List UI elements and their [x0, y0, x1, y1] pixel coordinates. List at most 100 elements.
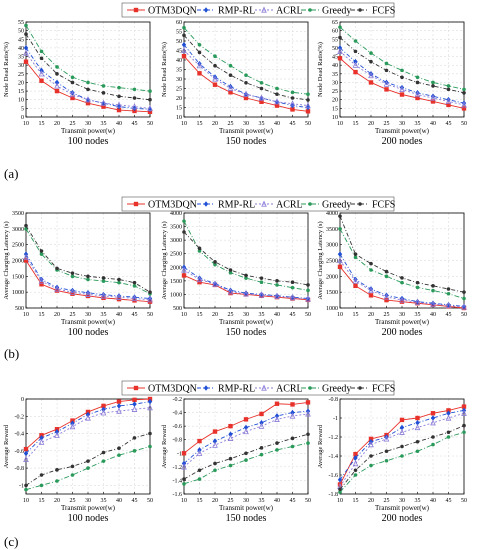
data-point [415, 75, 420, 80]
data-point [415, 298, 420, 305]
series-ACRL [181, 46, 311, 109]
data-point [70, 75, 75, 80]
series-line [183, 442, 309, 485]
data-point [462, 91, 466, 95]
x-tick-label: 30 [399, 498, 405, 504]
data-point [275, 283, 279, 287]
y-tick-label: 1000 [170, 292, 182, 298]
y-axis-label: Average Reward [3, 424, 10, 468]
x-tick-label: 10 [23, 312, 29, 318]
data-point [461, 303, 467, 310]
data-point [85, 414, 91, 421]
data-point [85, 96, 91, 103]
y-tick-label: 20 [176, 96, 182, 102]
data-point [181, 42, 187, 48]
data-point [368, 80, 374, 85]
y-tick-label: 0 [21, 397, 24, 403]
legend-swatch-marker [133, 385, 139, 391]
data-point [55, 65, 59, 69]
data-point [338, 490, 342, 494]
series-line [25, 33, 151, 101]
data-point [383, 293, 390, 300]
data-point [212, 280, 218, 287]
data-point [23, 59, 29, 64]
x-tick-label: 10 [181, 312, 187, 318]
data-point [117, 94, 121, 99]
y-tick-label: 45 [332, 55, 338, 61]
y-tick-label: -0.6 [15, 449, 25, 455]
data-point [431, 288, 435, 293]
legend-swatch-marker [133, 7, 139, 13]
data-point [415, 419, 420, 426]
data-point [305, 410, 311, 417]
y-tick-label: -0.8 [15, 466, 25, 472]
data-point [337, 264, 343, 270]
data-point [462, 87, 466, 92]
data-point [400, 68, 404, 73]
data-point [446, 408, 451, 413]
y-tick-label: 2000 [12, 259, 24, 265]
data-point [132, 87, 137, 92]
x-tick-label: 25 [70, 312, 76, 318]
y-tick-label: 5 [21, 106, 24, 112]
series-OTM3DQN [337, 264, 467, 311]
data-point [415, 415, 420, 421]
data-point [414, 298, 421, 305]
x-axis-label: Transmit power(w) [219, 318, 274, 326]
data-point [352, 460, 359, 467]
x-tick-label: 25 [384, 312, 390, 318]
data-point [244, 81, 248, 85]
y-tick-label: 2500 [326, 259, 338, 265]
data-point [259, 280, 264, 285]
data-point [228, 63, 233, 68]
data-point [55, 468, 59, 472]
series-FCFS [182, 230, 310, 287]
data-point [290, 436, 295, 441]
data-point [227, 84, 234, 92]
data-point [197, 280, 202, 285]
series-line [183, 269, 309, 300]
y-tick-label: -0.8 [173, 438, 183, 444]
data-point [258, 422, 265, 429]
series-Greedy [182, 25, 310, 96]
chart-panel-0: 10 15 20 25 30 35 40 45 50 0 5 10 15 20 25 30 35 40 45 50 55… [3, 20, 153, 147]
data-point [116, 399, 122, 404]
x-tick-label: 20 [54, 312, 60, 318]
x-axis-label: Transmit power(w) [219, 127, 274, 135]
data-point [430, 415, 436, 421]
data-point [290, 90, 295, 95]
panel-label-c: (c) [4, 534, 18, 549]
legend-swatch-marker [308, 386, 312, 390]
y-tick-label: 30 [176, 77, 182, 83]
y-tick-label: 1000 [326, 306, 338, 312]
data-point [461, 101, 467, 108]
subplot-caption: 150 nodes [226, 136, 267, 147]
data-point [369, 454, 373, 458]
y-tick-label: 50 [18, 29, 24, 35]
x-tick-label: 15 [39, 121, 45, 127]
x-tick-label: 35 [101, 312, 107, 318]
data-point [353, 49, 358, 54]
data-point [197, 246, 202, 251]
y-tick-label: 20 [332, 98, 338, 104]
y-tick-label: -1.6 [329, 473, 339, 479]
y-axis-label: Node Dead Ratio(%) [161, 42, 168, 97]
x-tick-label: 40 [116, 312, 122, 318]
data-point [243, 290, 249, 296]
data-point [197, 275, 202, 281]
legend-swatch-marker [358, 386, 362, 390]
y-tick-label: 2000 [326, 274, 338, 280]
data-point [228, 423, 233, 429]
series-line [183, 266, 309, 299]
legends-layer: OTM3DQN RMP-RL ACRL Greedy FCFS OTM3DQN RMP-RL… [121, 2, 395, 396]
legend-entry-label: Greedy [322, 6, 351, 17]
x-tick-label: 50 [461, 121, 467, 127]
data-point [86, 274, 90, 279]
data-point [244, 276, 248, 280]
data-point [70, 271, 75, 275]
x-tick-label: 15 [353, 121, 359, 127]
data-point [116, 407, 122, 414]
series-line [25, 257, 151, 301]
y-tick-label: 35 [176, 68, 182, 74]
